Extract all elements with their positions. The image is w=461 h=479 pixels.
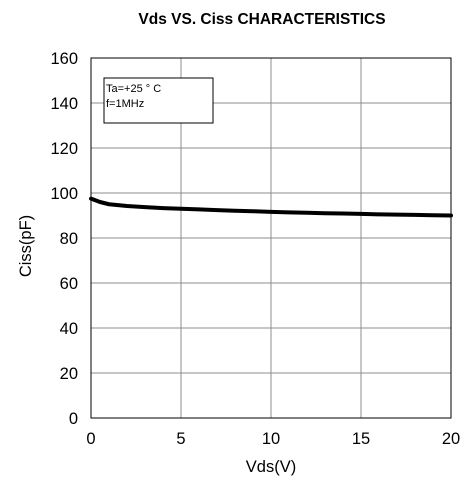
chart-title: Vds VS. Ciss CHARACTERISTICS xyxy=(138,11,385,28)
annotation-box: Ta=+25 ° C f=1MHz xyxy=(103,77,214,124)
x-tick-label: 20 xyxy=(442,430,460,448)
series-line xyxy=(89,196,453,218)
y-tick-label: 0 xyxy=(69,410,78,428)
annotation-line-1: Ta=+25 ° C xyxy=(106,83,161,95)
x-tick-label: 5 xyxy=(176,430,185,448)
y-tick-label: 40 xyxy=(60,320,78,338)
y-axis-label: Ciss(pF) xyxy=(17,215,35,277)
y-tick-label: 120 xyxy=(50,140,78,158)
x-axis-label: Vds(V) xyxy=(246,458,296,476)
annotation-line-2: f=1MHz xyxy=(106,98,144,110)
x-tick-label: 10 xyxy=(262,430,280,448)
y-tick-label: 100 xyxy=(50,185,78,203)
y-tick-label: 80 xyxy=(60,230,78,248)
x-tick-labels: 0 5 10 15 20 xyxy=(86,430,460,448)
y-tick-label: 160 xyxy=(50,50,78,68)
annotation-frame xyxy=(103,77,214,124)
x-tick-label: 15 xyxy=(352,430,370,448)
y-tick-label: 60 xyxy=(60,275,78,293)
x-tick-label: 0 xyxy=(86,430,95,448)
plot-frame xyxy=(90,57,452,419)
y-tick-label: 20 xyxy=(60,365,78,383)
y-tick-label: 140 xyxy=(50,95,78,113)
y-tick-labels: 0 20 40 60 80 100 120 140 160 xyxy=(50,50,78,428)
